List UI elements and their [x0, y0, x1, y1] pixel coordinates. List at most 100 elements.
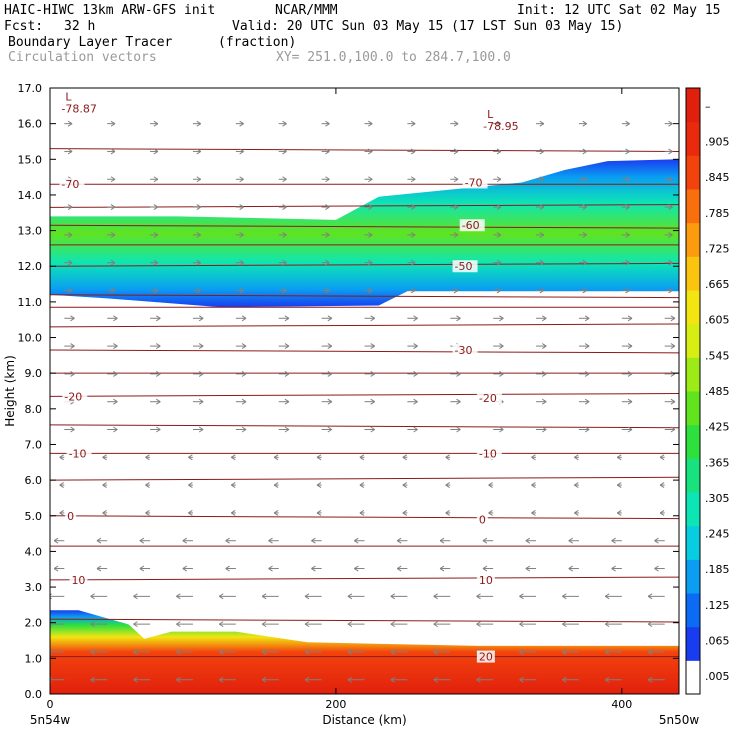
vector-arrowhead [539, 231, 545, 238]
contour-label-bg [462, 176, 488, 189]
x-endpoint-left: 5n54w [30, 713, 71, 727]
contour-label: -50 [455, 260, 473, 273]
vector-arrowhead [282, 287, 287, 294]
vector-arrowhead [239, 148, 244, 155]
vector-arrowhead [616, 454, 622, 461]
vector-arrowhead [519, 676, 524, 683]
vector-arrowhead [370, 370, 375, 377]
vector-arrowhead [541, 343, 547, 350]
vector-arrowhead [413, 426, 418, 433]
vector-arrowhead [402, 454, 408, 461]
vector-arrowhead [176, 593, 181, 600]
contour-label-bg [66, 447, 92, 460]
vector-arrowhead [456, 426, 461, 433]
vector-arrowhead [102, 454, 107, 461]
colorbar-label: .905 [705, 135, 730, 148]
vector-arrowhead [539, 120, 545, 127]
vector-arrowhead [70, 343, 75, 350]
vector-arrowhead [668, 148, 673, 155]
vector-arrowhead [176, 621, 181, 628]
contour-label-bg [476, 392, 502, 405]
vector-arrowhead [488, 482, 493, 489]
y-axis-label: Height (km) [3, 355, 17, 426]
vector-arrowhead [110, 176, 116, 183]
vector-arrowhead [239, 287, 244, 294]
vector-arrowhead [67, 204, 73, 210]
vector-arrowhead [311, 537, 316, 544]
y-tick-label: 15.0 [18, 153, 43, 166]
y-tick-label: 6.0 [25, 474, 43, 487]
vector-arrowhead [153, 120, 159, 127]
vector-arrowhead [456, 315, 461, 322]
vector-arrowhead [659, 482, 665, 489]
vector-arrowhead [230, 509, 236, 516]
vector-arrowhead [316, 454, 322, 461]
vector-arrowhead [182, 537, 188, 544]
vector-arrowhead [268, 537, 273, 544]
vector-arrowhead [453, 176, 459, 183]
vector-arrowhead [230, 454, 236, 461]
vector-arrowhead [176, 649, 181, 655]
vector-arrowhead [525, 565, 531, 572]
vector-arrowhead [659, 454, 665, 461]
contour-label: 0 [67, 510, 74, 523]
colorbar-swatch [686, 323, 700, 358]
valid-time: Valid: 20 UTC Sun 03 May 15 (17 LST Sun … [232, 19, 624, 34]
y-tick-label: 9.0 [25, 367, 43, 380]
vector-arrowhead [196, 120, 202, 127]
vector-arrowhead [562, 593, 567, 600]
plot-frame [49, 87, 680, 695]
vector-arrowhead [325, 231, 330, 238]
vector-arrowhead [476, 621, 481, 628]
colorbar-label: .305 [705, 492, 730, 505]
vector-arrowhead [110, 231, 116, 238]
vector-arrowhead [625, 148, 630, 155]
vector-arrowhead [325, 204, 330, 210]
vector-arrowhead [311, 565, 316, 572]
x-axis-label: Distance (km) [322, 713, 406, 727]
vector-arrowhead [67, 120, 73, 127]
vector-arrowhead [113, 315, 118, 322]
vector-arrowhead [176, 676, 181, 683]
y-tick-label: 17.0 [18, 82, 43, 95]
vector-arrowhead [218, 676, 224, 683]
vector-arrowhead [488, 509, 493, 516]
vector-arrowhead [668, 231, 673, 238]
vector-arrowhead [433, 649, 438, 655]
contour-line [50, 224, 679, 229]
vector-arrowhead [562, 621, 567, 628]
vector-arrowhead [156, 343, 161, 350]
vector-arrowhead [53, 537, 59, 544]
vector-arrowhead [499, 370, 504, 377]
vector-arrowhead [284, 426, 290, 433]
vector-arrowhead [284, 398, 290, 405]
vector-arrowhead [413, 370, 418, 377]
contour-line [50, 294, 679, 299]
vector-arrowhead [368, 204, 373, 210]
vector-arrowhead [582, 148, 587, 155]
vector-arrowhead [347, 676, 353, 683]
vector-arrowhead [133, 649, 138, 655]
vector-arrowhead [445, 454, 450, 461]
vector-arrowhead [273, 509, 279, 516]
cross-section-xy: XY= 251.0,100.0 to 284.7,100.0 [276, 50, 511, 65]
contour-label-bg [59, 178, 85, 191]
field-name: Boundary Layer Tracer [8, 35, 173, 50]
contour-label: 10 [479, 574, 493, 587]
colorbar-label: .245 [705, 528, 730, 541]
colorbar-frame [685, 87, 701, 695]
vector-arrowhead [647, 649, 653, 655]
vector-arrowhead [110, 287, 116, 294]
contour-label-bg [476, 447, 502, 460]
vector-arrowhead [433, 621, 438, 628]
vector-arrowhead [562, 676, 567, 683]
vector-arrowhead [50, 649, 52, 655]
vector-arrowhead [654, 565, 659, 572]
vector-arrowhead [390, 593, 396, 600]
vector-arrowhead [574, 509, 579, 516]
vector-arrowhead [584, 315, 590, 322]
colorbar-swatch [686, 593, 700, 628]
vectors-label: Circulation vectors [8, 50, 157, 65]
vector-arrowhead [133, 593, 138, 600]
vector-arrowhead [188, 482, 193, 489]
